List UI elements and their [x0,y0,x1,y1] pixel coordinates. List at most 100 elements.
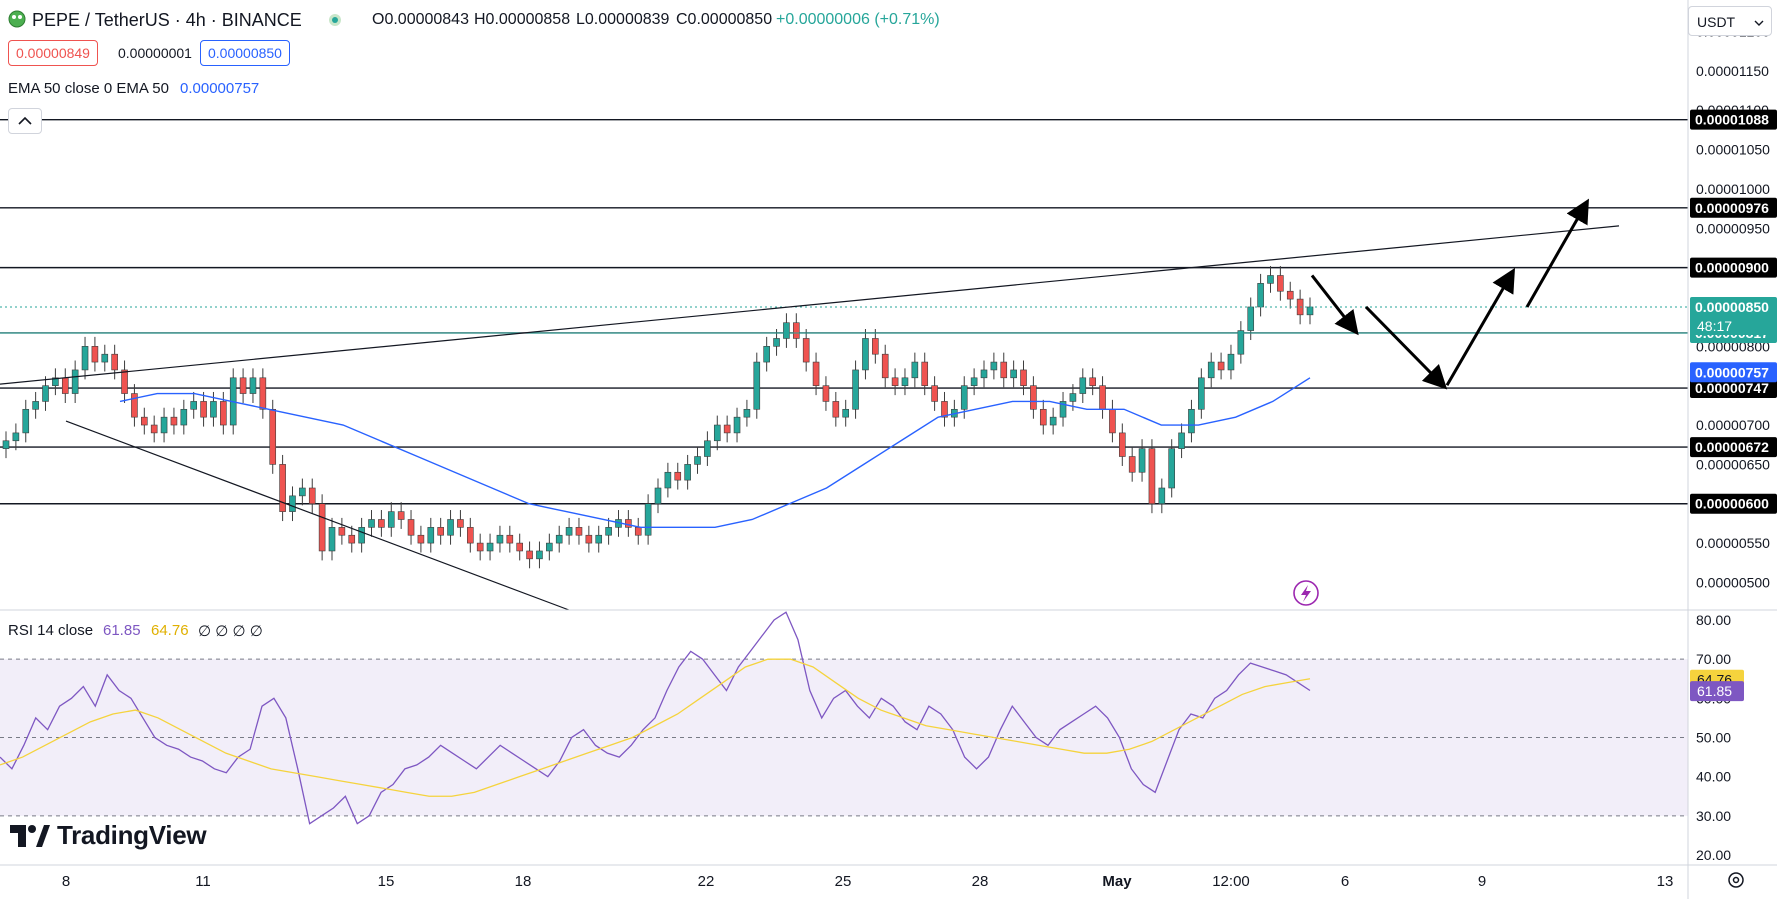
time-tick-label: 22 [698,873,715,890]
candle-body [891,377,899,386]
time-tick-label: 12:00 [1212,873,1250,890]
rsi-legend-value: 61.85 [103,622,141,639]
market-status-dot [328,13,342,32]
candle-body [71,369,79,394]
time-tick-label: 15 [378,873,395,890]
spread-value: 0.00000001 [118,45,192,61]
settings-gear-icon[interactable] [1726,870,1746,890]
candle-body [1069,393,1077,402]
candle-body [555,534,563,544]
symbol-title[interactable]: PEPE / TetherUS · 4h · BINANCE [32,10,302,30]
current-price-tag: 0.00000850 [1695,299,1769,315]
candle-body [1119,432,1126,457]
level-tag-0.00000900-bg [1690,257,1777,278]
candle-body [1059,401,1067,418]
rsi-tick-label: 70.00 [1696,651,1731,667]
candle-body [457,519,464,528]
candle-body [467,527,474,544]
candle-body [42,385,49,402]
candle-body [1247,306,1255,331]
candle-body [486,542,494,552]
candle-body [269,408,277,465]
candle-body [852,369,859,410]
candle-body [536,550,543,560]
bid-price-button[interactable]: 0.00000849 [8,40,98,66]
collapse-legend-button[interactable] [8,108,42,134]
rsi-panel [0,611,1688,825]
candle-body [1010,369,1017,379]
candle-body [52,377,59,386]
candle-body [2,440,10,449]
candle-body [417,534,425,544]
candle-body [190,401,197,410]
candle-body [822,385,830,402]
candle-body [516,542,523,552]
candle-body [704,440,711,457]
candle-body [931,385,938,402]
candle-body [901,377,909,386]
candle-body [595,534,603,544]
candle-body [259,377,267,410]
candle-body [210,401,217,418]
rsi-tick-label: 50.00 [1696,730,1731,746]
symbol-logo [8,10,26,33]
candle-body [842,408,849,418]
candle-body [476,542,484,552]
candle-body [684,464,691,481]
level-tag-0.00000976: 0.00000976 [1695,200,1769,216]
candle-body [743,408,751,418]
rsi-legend-label[interactable]: RSI 14 close [8,622,94,639]
candle-body [378,519,385,528]
price-series [0,266,1688,569]
candle-body [753,361,761,410]
rsi-ma-line [0,658,1311,797]
candle-body [338,527,346,536]
candle-body [585,534,593,544]
candle-body [1099,385,1106,410]
time-tick-label: 25 [835,873,852,890]
trendline-upper-channel [0,225,1620,385]
candle-body [308,487,316,505]
ema-price-tag: 0.00000757 [1695,364,1769,380]
candle-body [1198,377,1205,410]
candle-body [654,487,662,505]
candle-body [694,456,701,465]
candle-body [1039,408,1047,426]
candle-body [1148,448,1156,505]
candle-body [299,487,306,497]
candle-body [407,519,415,536]
candle-body [812,361,820,386]
candle-body [941,401,948,418]
candle-body [111,353,118,371]
ask-price-button[interactable]: 0.00000850 [200,40,290,66]
level-tag-0.00000976-bg [1690,197,1777,218]
rsi-tag: 61.85 [1697,683,1732,699]
level-tag-0.00000672-bg [1690,437,1777,458]
ema-legend-label[interactable]: EMA 50 close 0 EMA 50 [8,80,169,97]
candle-body [634,527,642,536]
candle-body [565,527,573,536]
ema-50-line [119,377,1311,529]
level-tag-0.00000600-bg [1690,493,1777,514]
currency-select[interactable]: USDT [1688,6,1772,36]
level-tag-0.00000900: 0.00000900 [1695,260,1769,276]
candle-body [1277,275,1284,292]
price-tick-label: 0.00000950 [1696,220,1770,236]
ohlc-change: +0.00000006 (+0.71%) [776,11,940,28]
current-price-tag-bg [1690,296,1777,335]
candle-body [575,527,583,536]
candle-body [328,527,336,552]
candle-body [921,361,929,386]
candle-body [1128,456,1136,473]
candle-body [150,424,158,434]
candle-body [12,432,20,442]
projection-arrow [1445,267,1516,387]
candle-body [1089,377,1096,386]
rsi-ma-legend-value: 64.76 [151,622,189,639]
candle-body [960,385,968,410]
candle-body [773,338,780,347]
tradingview-logo[interactable]: TradingView [10,820,207,851]
candle-body [239,377,247,394]
